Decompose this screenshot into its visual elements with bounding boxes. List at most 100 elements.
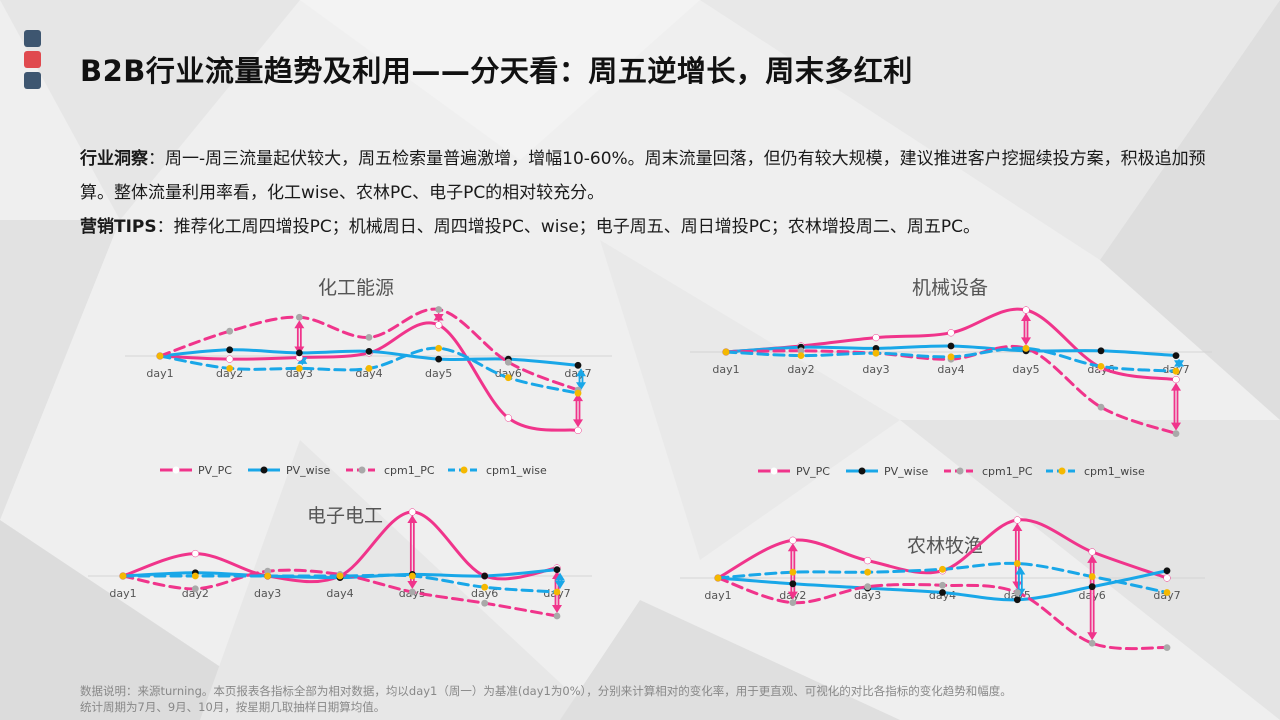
data-point-PV_PC-day7: [1163, 574, 1171, 582]
data-point-cpm1_PC-day5: [435, 306, 443, 313]
marketing-tips-label: 营销TIPS: [80, 217, 157, 237]
data-point-PV_PC-day6: [1088, 548, 1096, 556]
data-point-cpm1_wise-day7: [574, 389, 582, 397]
tick-label-day4: day4: [326, 587, 353, 600]
tick-label-day1: day1: [712, 363, 739, 376]
gap-arrow-head: [552, 605, 562, 613]
data-point-PV_wise-day6: [481, 572, 489, 580]
data-point-cpm1_wise-day4: [939, 565, 946, 573]
data-point-PV_PC-day2: [226, 355, 234, 363]
data-point-cpm1_PC-day3: [295, 313, 303, 321]
tick-label-day3: day3: [286, 367, 313, 380]
tick-label-day3: day3: [862, 363, 889, 376]
marketing-tips: 营销TIPS：推荐化工周四增投PC；机械周日、周四增投PC、wise；电子周五、…: [80, 210, 1230, 244]
data-point-cpm1_wise-day7: [1172, 367, 1180, 375]
chart-title: 电子电工: [307, 505, 383, 527]
data-point-cpm1_wise-day4: [365, 365, 373, 372]
data-point-PV_wise-day3: [872, 345, 880, 352]
gap-arrow-head: [1012, 523, 1023, 531]
gap-arrow-head: [555, 581, 565, 589]
gap-arrow-head: [407, 515, 418, 523]
data-point-PV_PC-day3: [872, 333, 880, 342]
legend-item-PV_wise: PV_wise: [248, 464, 330, 477]
gap-arrow-head: [1012, 581, 1023, 590]
gap-arrow-head: [576, 382, 586, 391]
gap-arrow-head: [573, 419, 583, 428]
data-point-cpm1_PC-day4: [939, 581, 946, 589]
data-point-PV_wise-day6: [1088, 583, 1096, 591]
data-point-cpm1_wise-day2: [789, 568, 797, 576]
gap-arrow-head: [573, 393, 583, 402]
data-point-cpm1_PC-day6: [1097, 403, 1105, 411]
data-point-PV_wise-day4: [939, 589, 946, 596]
industry-insight-text: ：周一-周三流量起伏较大，周五检索量普遍激增，增幅10-60%。周末流量回落，但…: [80, 149, 1206, 203]
tick-label-day1: day1: [146, 367, 173, 380]
data-point-PV_PC-day5: [408, 508, 416, 516]
data-point-PV_wise-day7: [553, 566, 561, 573]
logo-square-top: [24, 30, 41, 47]
data-point-PV_wise-day6: [1097, 347, 1105, 355]
data-point-cpm1_wise-day2: [191, 572, 199, 580]
tick-label-day1: day1: [704, 589, 731, 602]
data-point-cpm1_wise-day7: [553, 588, 561, 596]
data-point-cpm1_wise-day4: [336, 572, 344, 580]
data-point-PV_wise-day3: [295, 349, 303, 357]
tick-label-day2: day2: [787, 363, 814, 376]
data-point-cpm1_wise-day1: [722, 348, 730, 356]
legend-label: PV_PC: [796, 465, 830, 478]
data-point-PV_wise-day4: [947, 342, 955, 350]
footnote-line-1: 数据说明：来源turning。本页报表各指标全部为相对数据，均以day1（周一）…: [80, 684, 1012, 698]
industry-insight-label: 行业洞察: [80, 149, 148, 169]
tick-label-day1: day1: [109, 587, 136, 600]
gap-arrow-head: [555, 572, 565, 581]
data-point-PV_wise-day2: [226, 346, 234, 354]
chart-2: 机械设备day1day2day3day4day5day6day7PV_PCPV_…: [690, 277, 1212, 478]
legend-label: PV_wise: [286, 464, 330, 477]
data-point-cpm1_wise-day6: [504, 374, 512, 382]
data-point-PV_wise-day4: [365, 347, 373, 355]
data-point-cpm1_PC-day7: [553, 612, 561, 620]
legend-item-cpm1_PC: cpm1_PC: [346, 464, 435, 477]
legend-swatch-marker: [956, 467, 964, 475]
data-point-PV_wise-day5: [435, 355, 443, 363]
data-point-PV_PC-day2: [789, 536, 797, 544]
data-point-PV_PC-day5: [435, 321, 443, 329]
gap-arrow-head: [1021, 313, 1031, 321]
data-point-cpm1_wise-day6: [1097, 363, 1105, 370]
gap-arrow-head: [1171, 422, 1181, 431]
data-point-PV_PC-day5: [1022, 306, 1030, 314]
gap-arrow-head: [1087, 554, 1098, 563]
legend-swatch-marker: [358, 466, 366, 474]
data-point-cpm1_PC-day7: [1172, 430, 1180, 437]
chart-title: 机械设备: [912, 277, 988, 299]
gap-arrow-head: [1021, 337, 1031, 346]
tick-label-day2: day2: [216, 367, 243, 380]
data-point-PV_PC-day7: [574, 426, 582, 435]
data-point-cpm1_wise-day2: [226, 365, 234, 372]
legend-item-PV_PC: PV_PC: [758, 465, 830, 478]
data-point-cpm1_wise-day3: [872, 349, 880, 357]
data-point-cpm1_PC-day5: [1013, 589, 1021, 596]
data-point-cpm1_PC-day6: [1088, 639, 1096, 647]
data-point-cpm1_PC-day6: [481, 599, 489, 607]
data-point-cpm1_wise-day5: [408, 572, 416, 580]
legend-label: PV_wise: [884, 465, 928, 478]
legend-label: PV_PC: [198, 464, 232, 477]
gap-arrow-head: [294, 320, 305, 329]
footnote: 数据说明：来源turning。本页报表各指标全部为相对数据，均以day1（周一）…: [80, 683, 1012, 715]
data-point-PV_wise-day5: [1013, 596, 1021, 604]
gap-arrow-head: [1174, 360, 1184, 369]
tick-label-day5: day5: [425, 367, 452, 380]
page-title: B2B行业流量趋势及利用——分天看：周五逆增长，周末多红利: [80, 54, 913, 88]
gap-arrow-head: [1171, 382, 1181, 391]
legend-swatch-marker: [460, 466, 468, 474]
chart-title: 农林牧渔: [907, 535, 983, 557]
legend-label: cpm1_PC: [384, 464, 435, 477]
data-point-PV_PC-day2: [191, 549, 199, 558]
chart-1: 化工能源day1day2day3day4day5day6day7PV_PCPV_…: [125, 277, 612, 477]
legend-swatch-marker: [770, 467, 778, 475]
legend-item-PV_PC: PV_PC: [160, 464, 232, 477]
gap-arrow-head: [787, 591, 798, 600]
data-point-cpm1_wise-day5: [1022, 345, 1030, 352]
